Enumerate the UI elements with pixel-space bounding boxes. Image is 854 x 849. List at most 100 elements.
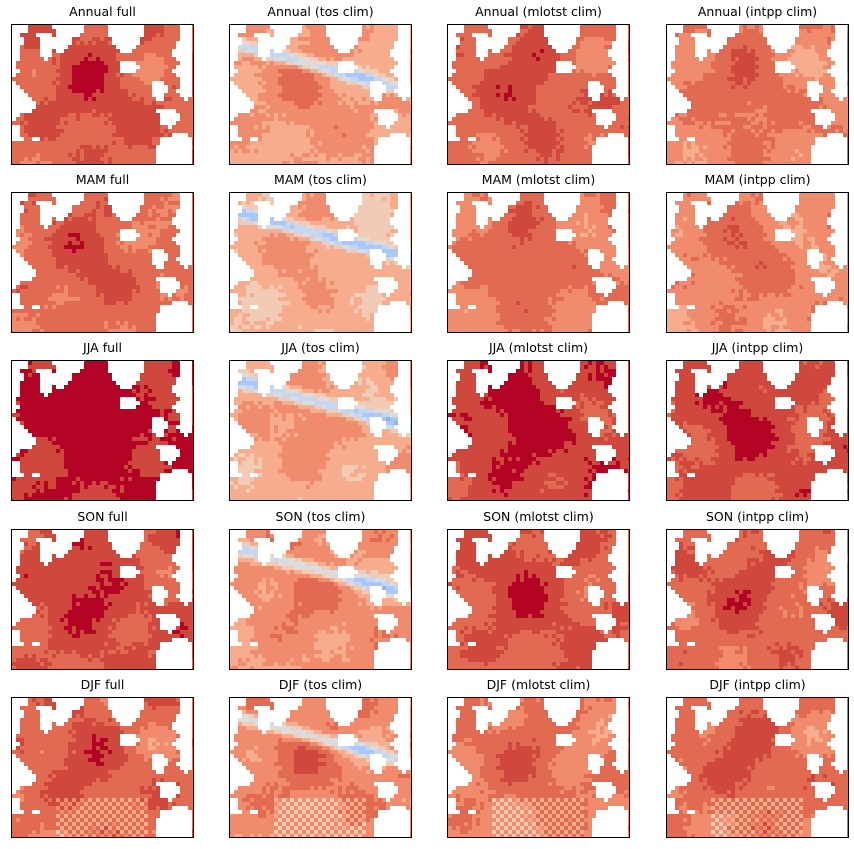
ocean-cells bbox=[667, 698, 848, 837]
ocean-field-map bbox=[12, 193, 193, 332]
ocean-cells bbox=[230, 698, 411, 837]
map-panel: Annual (intpp clim) bbox=[666, 2, 849, 165]
ocean-field-map bbox=[230, 698, 411, 837]
map-panel: MAM (tos clim) bbox=[229, 170, 412, 333]
map-panel: JJA (tos clim) bbox=[229, 338, 412, 501]
map-frame bbox=[229, 529, 412, 670]
map-panel: DJF (tos clim) bbox=[229, 675, 412, 838]
map-frame bbox=[666, 192, 849, 333]
map-panel: MAM full bbox=[11, 170, 194, 333]
ocean-field-map bbox=[448, 361, 629, 500]
ocean-field-map bbox=[230, 25, 411, 164]
map-panel: Annual (tos clim) bbox=[229, 2, 412, 165]
map-panel: JJA (mlotst clim) bbox=[447, 338, 630, 501]
ocean-field-map bbox=[667, 193, 848, 332]
map-frame bbox=[447, 192, 630, 333]
panel-title: JJA (intpp clim) bbox=[666, 338, 849, 360]
map-frame bbox=[666, 360, 849, 501]
map-frame bbox=[447, 697, 630, 838]
map-frame bbox=[229, 24, 412, 165]
ocean-cells bbox=[448, 361, 629, 500]
ocean-field-map bbox=[230, 193, 411, 332]
ocean-field-map bbox=[448, 698, 629, 837]
ocean-field-map bbox=[12, 530, 193, 669]
map-frame bbox=[229, 192, 412, 333]
panel-title: JJA full bbox=[11, 338, 194, 360]
panel-title: DJF (mlotst clim) bbox=[447, 675, 630, 697]
panel-title: SON full bbox=[11, 507, 194, 529]
map-panel: SON (tos clim) bbox=[229, 507, 412, 670]
panel-title: JJA (mlotst clim) bbox=[447, 338, 630, 360]
panel-title: DJF (intpp clim) bbox=[666, 675, 849, 697]
ocean-cells bbox=[230, 530, 411, 669]
panel-title: MAM full bbox=[11, 170, 194, 192]
ocean-cells bbox=[230, 25, 411, 164]
panel-title: SON (intpp clim) bbox=[666, 507, 849, 529]
ocean-field-map bbox=[667, 25, 848, 164]
map-panel: DJF (intpp clim) bbox=[666, 675, 849, 838]
panel-title: Annual full bbox=[11, 2, 194, 24]
map-panel: SON (mlotst clim) bbox=[447, 507, 630, 670]
ocean-field-map bbox=[230, 361, 411, 500]
map-frame bbox=[447, 360, 630, 501]
ocean-field-map bbox=[12, 25, 193, 164]
ocean-cells bbox=[448, 193, 629, 332]
ocean-field-map bbox=[667, 361, 848, 500]
map-frame bbox=[11, 360, 194, 501]
map-panel: JJA full bbox=[11, 338, 194, 501]
ocean-cells bbox=[12, 530, 193, 669]
map-frame bbox=[666, 529, 849, 670]
panel-title: Annual (tos clim) bbox=[229, 2, 412, 24]
ocean-cells bbox=[12, 361, 193, 500]
ocean-field-map bbox=[230, 530, 411, 669]
map-frame bbox=[11, 24, 194, 165]
map-panel: Annual full bbox=[11, 2, 194, 165]
ocean-cells bbox=[667, 25, 848, 164]
ocean-field-map bbox=[448, 193, 629, 332]
panel-title: MAM (tos clim) bbox=[229, 170, 412, 192]
ocean-cells bbox=[230, 193, 411, 332]
map-panel: DJF full bbox=[11, 675, 194, 838]
panel-title: SON (mlotst clim) bbox=[447, 507, 630, 529]
map-panel: SON (intpp clim) bbox=[666, 507, 849, 670]
map-panel: MAM (intpp clim) bbox=[666, 170, 849, 333]
panel-title: MAM (intpp clim) bbox=[666, 170, 849, 192]
panel-title: MAM (mlotst clim) bbox=[447, 170, 630, 192]
ocean-cells bbox=[12, 193, 193, 332]
ocean-field-map bbox=[12, 698, 193, 837]
map-frame bbox=[666, 697, 849, 838]
ocean-field-map bbox=[448, 25, 629, 164]
ocean-cells bbox=[448, 530, 629, 669]
ocean-field-map bbox=[667, 698, 848, 837]
panel-title: DJF (tos clim) bbox=[229, 675, 412, 697]
map-frame bbox=[11, 697, 194, 838]
ocean-cells bbox=[667, 530, 848, 669]
panel-title: Annual (intpp clim) bbox=[666, 2, 849, 24]
ocean-cells bbox=[230, 361, 411, 500]
map-panel: SON full bbox=[11, 507, 194, 670]
map-panel: JJA (intpp clim) bbox=[666, 338, 849, 501]
map-frame bbox=[447, 24, 630, 165]
map-panel: MAM (mlotst clim) bbox=[447, 170, 630, 333]
map-panel: Annual (mlotst clim) bbox=[447, 2, 630, 165]
ocean-cells bbox=[12, 25, 193, 164]
map-frame bbox=[447, 529, 630, 670]
ocean-cells bbox=[12, 698, 193, 837]
ocean-field-map bbox=[12, 361, 193, 500]
map-panel: DJF (mlotst clim) bbox=[447, 675, 630, 838]
ocean-cells bbox=[667, 361, 848, 500]
panel-title: Annual (mlotst clim) bbox=[447, 2, 630, 24]
ocean-cells bbox=[448, 698, 629, 837]
ocean-cells bbox=[448, 25, 629, 164]
map-frame bbox=[666, 24, 849, 165]
map-frame bbox=[11, 192, 194, 333]
ocean-field-map bbox=[667, 530, 848, 669]
ocean-cells bbox=[667, 193, 848, 332]
map-frame bbox=[229, 697, 412, 838]
panel-title: DJF full bbox=[11, 675, 194, 697]
panel-title: SON (tos clim) bbox=[229, 507, 412, 529]
map-frame bbox=[11, 529, 194, 670]
ocean-field-map bbox=[448, 530, 629, 669]
map-frame bbox=[229, 360, 412, 501]
